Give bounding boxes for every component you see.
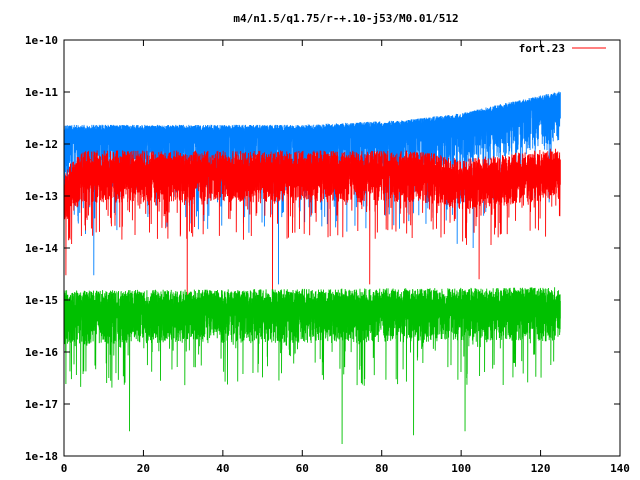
chart-title: m4/n1.5/q1.75/r-+.10-j53/M0.01/512 xyxy=(233,12,458,25)
series-layer xyxy=(63,91,561,445)
y-tick-label: 1e-11 xyxy=(25,86,58,99)
x-tick-label: 80 xyxy=(375,462,388,475)
x-tick-label: 40 xyxy=(216,462,229,475)
x-tick-label: 60 xyxy=(296,462,309,475)
x-tick-label: 0 xyxy=(61,462,68,475)
y-tick-label: 1e-15 xyxy=(25,294,58,307)
x-tick-label: 20 xyxy=(137,462,150,475)
y-tick-label: 1e-10 xyxy=(25,34,58,47)
legend: fort.23 xyxy=(519,42,606,55)
y-tick-label: 1e-16 xyxy=(25,346,58,359)
legend-label-fort-23: fort.23 xyxy=(519,42,565,55)
axes-layer: 1e-18 1e-17 1e-16 1e-15 1e-14 1e-13 1e-12 1e-11… xyxy=(25,34,630,475)
y-tick-label: 1e-12 xyxy=(25,138,58,151)
y-tick-label: 1e-18 xyxy=(25,450,58,463)
x-tick-label: 100 xyxy=(451,462,471,475)
series-fort-23 xyxy=(63,148,561,301)
series-curve-2 xyxy=(63,287,561,445)
y-tick-label: 1e-13 xyxy=(25,190,58,203)
x-tick-label: 140 xyxy=(610,462,630,475)
y-tick-label: 1e-14 xyxy=(25,242,58,255)
y-tick-label: 1e-17 xyxy=(25,398,58,411)
x-tick-label: 120 xyxy=(531,462,551,475)
